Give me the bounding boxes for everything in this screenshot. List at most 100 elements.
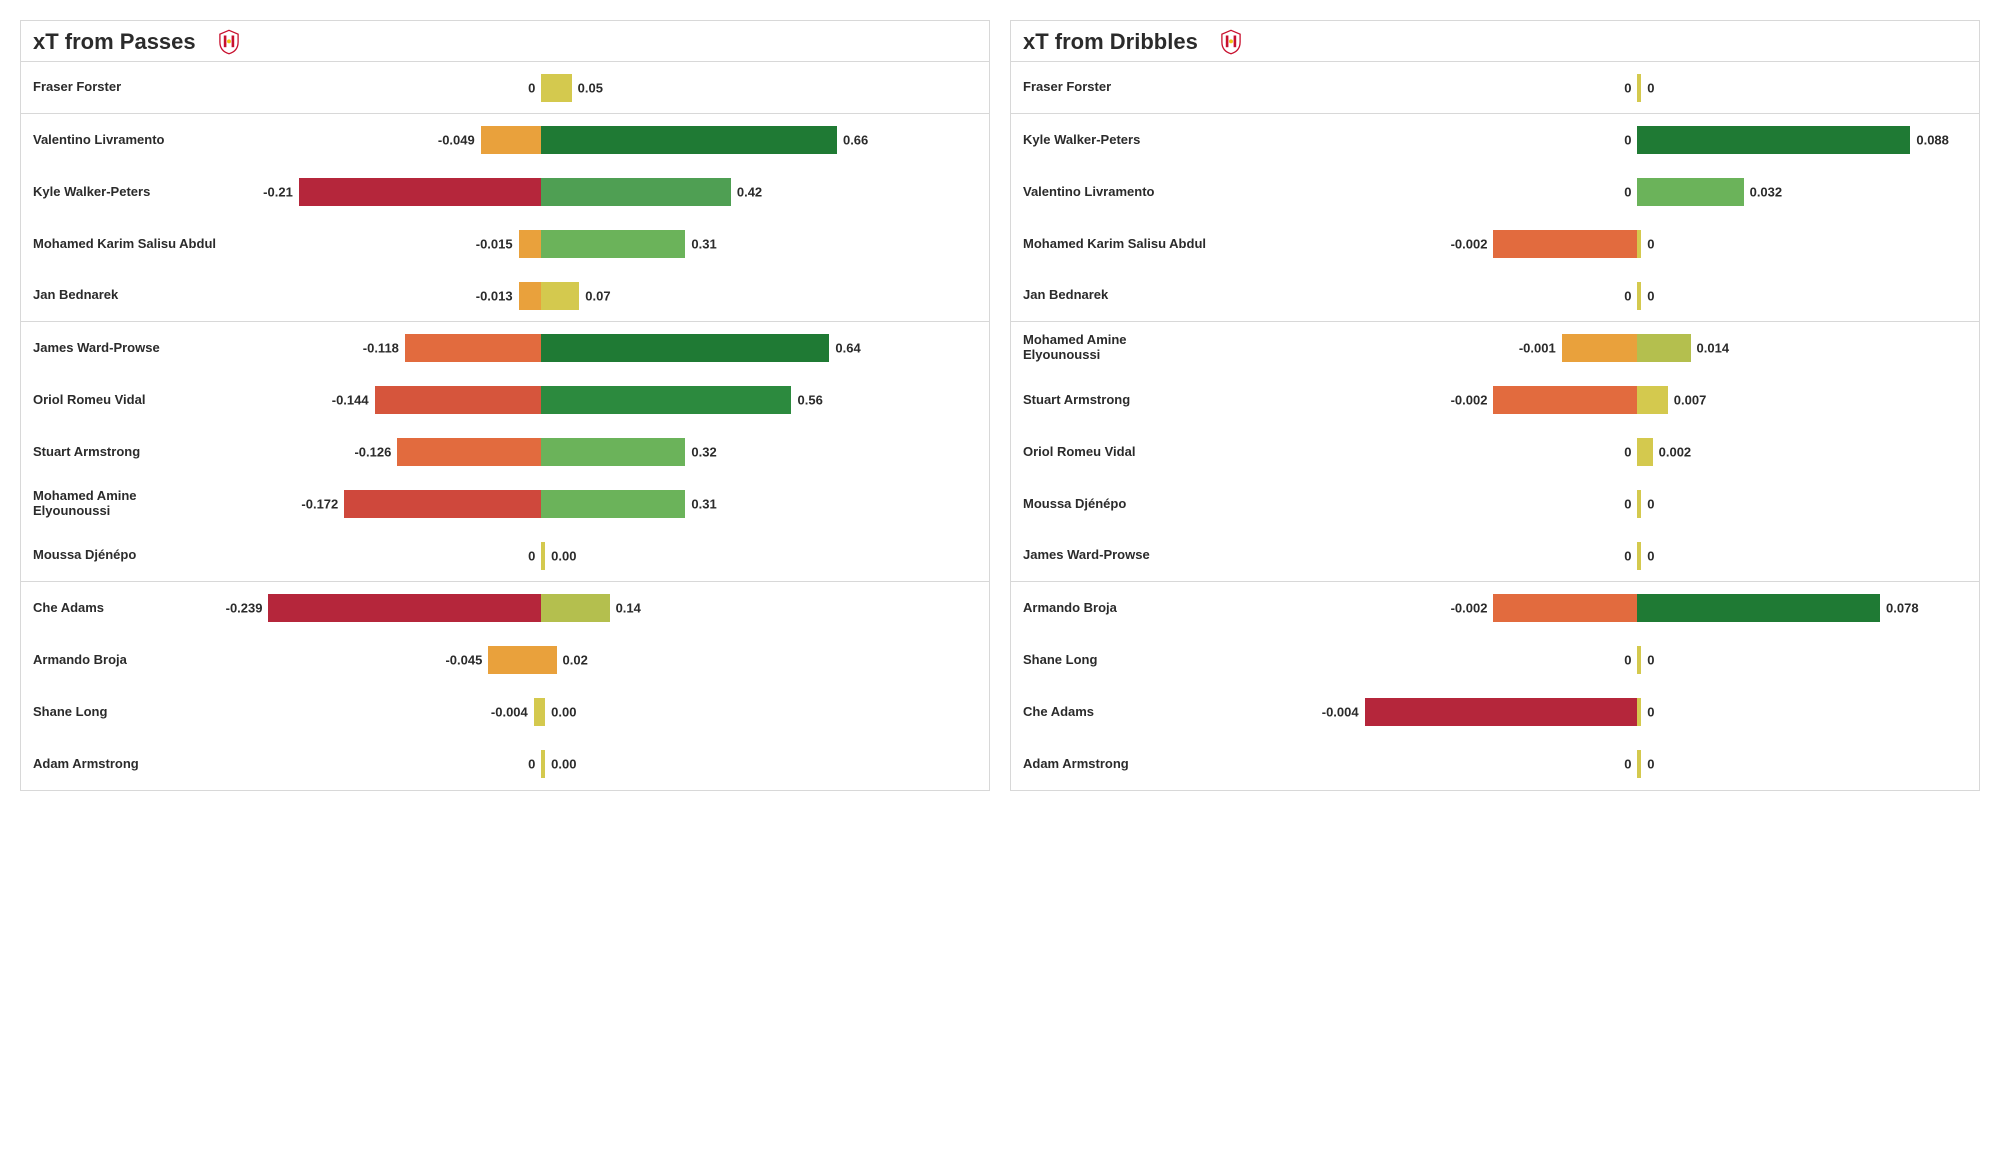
player-name: Jan Bednarek	[33, 288, 223, 303]
bar-negative	[1365, 698, 1638, 726]
player-name: Fraser Forster	[33, 80, 223, 95]
player-row: Stuart Armstrong -0.002 0.007	[1011, 374, 1979, 426]
bar-negative	[534, 698, 542, 726]
player-row: Jan Bednarek -0.013 0.07	[21, 270, 989, 322]
player-row: Che Adams -0.004 0	[1011, 686, 1979, 738]
value-positive: 0.088	[1910, 133, 1949, 148]
bar-area: -0.015 0.31	[223, 227, 981, 261]
bar-area: -0.045 0.02	[223, 643, 981, 677]
value-positive: 0.05	[572, 80, 603, 95]
team-crest-icon	[1218, 29, 1244, 55]
bar-negative	[397, 438, 541, 466]
player-name: Kyle Walker-Peters	[33, 185, 223, 200]
value-positive: 0	[1641, 497, 1654, 512]
bar-negative	[481, 126, 542, 154]
player-name: Oriol Romeu Vidal	[1023, 445, 1213, 460]
value-positive: 0	[1641, 548, 1654, 563]
bar-area: -0.002 0.078	[1213, 591, 1971, 625]
bar-positive	[1637, 594, 1880, 622]
bar-area: -0.002 0.007	[1213, 383, 1971, 417]
value-positive: 0.014	[1691, 341, 1730, 356]
player-name: Oriol Romeu Vidal	[33, 393, 223, 408]
value-positive: 0.00	[545, 548, 576, 563]
player-name: Armando Broja	[33, 653, 223, 668]
player-row: Jan Bednarek 0 0	[1011, 270, 1979, 322]
player-row: Mohamed Karim Salisu Abdul -0.015 0.31	[21, 218, 989, 270]
player-row: James Ward-Prowse -0.118 0.64	[21, 322, 989, 374]
player-name: Adam Armstrong	[1023, 757, 1213, 772]
bar-area: -0.002 0	[1213, 227, 1971, 261]
player-name: James Ward-Prowse	[33, 341, 223, 356]
player-name: Stuart Armstrong	[1023, 393, 1213, 408]
player-row: Oriol Romeu Vidal -0.144 0.56	[21, 374, 989, 426]
bar-negative	[1562, 334, 1638, 362]
bar-area: -0.013 0.07	[223, 279, 981, 313]
value-positive: 0	[1641, 653, 1654, 668]
player-name: James Ward-Prowse	[1023, 548, 1213, 563]
value-negative: -0.004	[1322, 705, 1365, 720]
player-name: Fraser Forster	[1023, 80, 1213, 95]
player-row: Adam Armstrong 0 0	[1011, 738, 1979, 790]
player-row: Fraser Forster 0 0	[1011, 62, 1979, 114]
bar-area: 0 0	[1213, 747, 1971, 781]
bar-area: -0.172 0.31	[223, 487, 981, 521]
bar-positive	[541, 334, 829, 362]
value-positive: 0	[1641, 237, 1654, 252]
player-row: Valentino Livramento 0 0.032	[1011, 166, 1979, 218]
bar-negative	[1493, 230, 1637, 258]
player-row: Shane Long 0 0	[1011, 634, 1979, 686]
bar-area: -0.004 0	[1213, 695, 1971, 729]
player-row: Mohamed Amine Elyounoussi -0.001 0.014	[1011, 322, 1979, 374]
bar-area: 0 0.088	[1213, 123, 1971, 157]
bar-positive	[541, 126, 837, 154]
bar-area: 0 0	[1213, 71, 1971, 105]
bar-negative	[1493, 594, 1637, 622]
player-row: Moussa Djénépo 0 0	[1011, 478, 1979, 530]
bar-positive	[541, 438, 685, 466]
bar-positive	[541, 386, 791, 414]
bar-negative	[268, 594, 541, 622]
player-row: Stuart Armstrong -0.126 0.32	[21, 426, 989, 478]
value-positive: 0	[1641, 288, 1654, 303]
value-positive: 0.00	[545, 705, 576, 720]
bar-positive	[1637, 126, 1910, 154]
value-negative: -0.002	[1451, 237, 1494, 252]
bar-negative	[344, 490, 541, 518]
bar-area: 0 0.002	[1213, 435, 1971, 469]
player-name: Mohamed Amine Elyounoussi	[33, 489, 223, 519]
player-name: Shane Long	[1023, 653, 1213, 668]
value-negative: -0.049	[438, 133, 481, 148]
bar-negative	[299, 178, 542, 206]
bar-area: 0 0.00	[223, 747, 981, 781]
value-positive: 0.02	[557, 653, 588, 668]
player-row: Kyle Walker-Peters -0.21 0.42	[21, 166, 989, 218]
bar-area: 0 0.05	[223, 71, 981, 105]
bar-negative	[375, 386, 542, 414]
bar-negative	[519, 230, 542, 258]
bar-positive	[541, 178, 731, 206]
value-negative: -0.045	[445, 653, 488, 668]
player-name: Armando Broja	[1023, 601, 1213, 616]
bar-area: -0.144 0.56	[223, 383, 981, 417]
value-positive: 0.032	[1744, 185, 1783, 200]
value-positive: 0.56	[792, 393, 823, 408]
bar-positive	[541, 74, 571, 102]
player-row: Moussa Djénépo 0 0.00	[21, 530, 989, 582]
value-positive: 0.078	[1880, 601, 1919, 616]
chart-container: xT from Passes Fraser Forster 0 0.05 Val…	[20, 20, 1980, 791]
value-negative: 0	[1624, 185, 1637, 200]
bar-area: -0.001 0.014	[1213, 331, 1971, 365]
value-negative: -0.144	[332, 393, 375, 408]
bar-area: -0.239 0.14	[223, 591, 981, 625]
value-positive: 0.07	[579, 288, 610, 303]
player-name: Mohamed Amine Elyounoussi	[1023, 333, 1213, 363]
value-negative: -0.002	[1451, 601, 1494, 616]
bar-negative	[1493, 386, 1637, 414]
bar-negative	[488, 646, 541, 674]
bar-positive	[541, 594, 609, 622]
value-positive: 0.14	[610, 601, 641, 616]
bar-area: 0 0	[1213, 539, 1971, 573]
player-name: Jan Bednarek	[1023, 288, 1213, 303]
player-name: Che Adams	[1023, 705, 1213, 720]
player-row: Che Adams -0.239 0.14	[21, 582, 989, 634]
